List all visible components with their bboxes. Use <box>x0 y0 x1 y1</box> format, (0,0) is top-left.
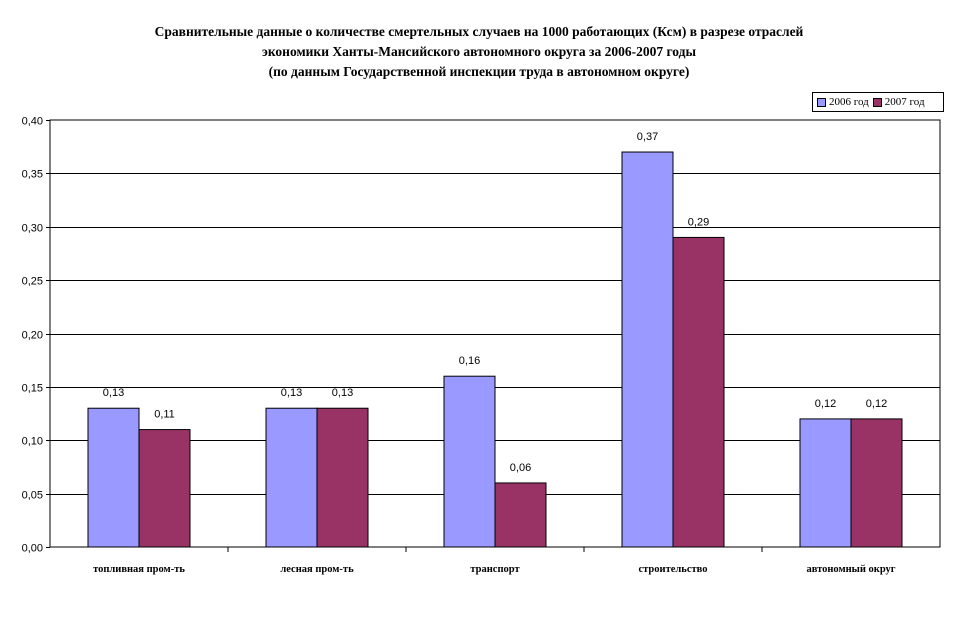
data-label: 0,12 <box>866 398 887 410</box>
y-tick-label: 0,25 <box>22 276 43 288</box>
data-label: 0,13 <box>103 387 124 399</box>
y-tick-label: 0,00 <box>22 543 43 555</box>
y-tick-label: 0,40 <box>22 116 43 128</box>
bar <box>87 407 140 548</box>
x-category-label: строительство <box>638 564 707 575</box>
x-category-label: лесная пром-ть <box>280 564 354 575</box>
chart-title: Сравнительные данные о количестве смерте… <box>0 22 958 82</box>
data-label: 0,13 <box>332 387 353 399</box>
data-label: 0,11 <box>154 409 175 421</box>
legend-item-2007: 2007 год <box>872 96 925 108</box>
bar <box>265 407 318 548</box>
bar <box>138 429 191 548</box>
data-label: 0,16 <box>459 355 480 367</box>
legend-label-2007: 2007 год <box>884 96 925 108</box>
y-tick-label: 0,15 <box>22 383 43 395</box>
legend-label-2006: 2006 год <box>829 96 869 108</box>
bar <box>443 375 496 548</box>
chart-title-line-3: (по данным Государственной инспекции тру… <box>268 64 690 79</box>
data-label: 0,37 <box>637 131 658 143</box>
x-category-label: топливная пром-ть <box>93 564 185 575</box>
y-tick-label: 0,20 <box>22 330 43 342</box>
chart-title-line-1: Сравнительные данные о количестве смерте… <box>154 24 804 39</box>
data-label: 0,29 <box>688 216 709 228</box>
x-category-label: автономный округ <box>806 564 895 575</box>
bar <box>494 482 547 548</box>
data-label: 0,13 <box>281 387 302 399</box>
y-tick-label: 0,30 <box>22 223 43 235</box>
chart-title-line-2: экономики Ханты-Мансийского автономного … <box>261 44 697 59</box>
bar <box>850 418 903 548</box>
bar <box>672 236 725 548</box>
data-label: 0,06 <box>510 462 531 474</box>
legend-swatch-2007 <box>872 97 882 107</box>
data-label: 0,12 <box>815 398 836 410</box>
bar <box>799 418 852 548</box>
chart-legend: 2006 год 2007 год <box>812 92 944 112</box>
y-tick-label: 0,05 <box>22 490 43 502</box>
bar <box>316 407 369 548</box>
y-tick-label: 0,10 <box>22 436 43 448</box>
y-tick-label: 0,35 <box>22 169 43 181</box>
x-category-label: транспорт <box>470 564 520 575</box>
legend-swatch-2006 <box>817 97 826 107</box>
bar <box>621 151 674 548</box>
legend-item-2006: 2006 год <box>817 96 869 108</box>
